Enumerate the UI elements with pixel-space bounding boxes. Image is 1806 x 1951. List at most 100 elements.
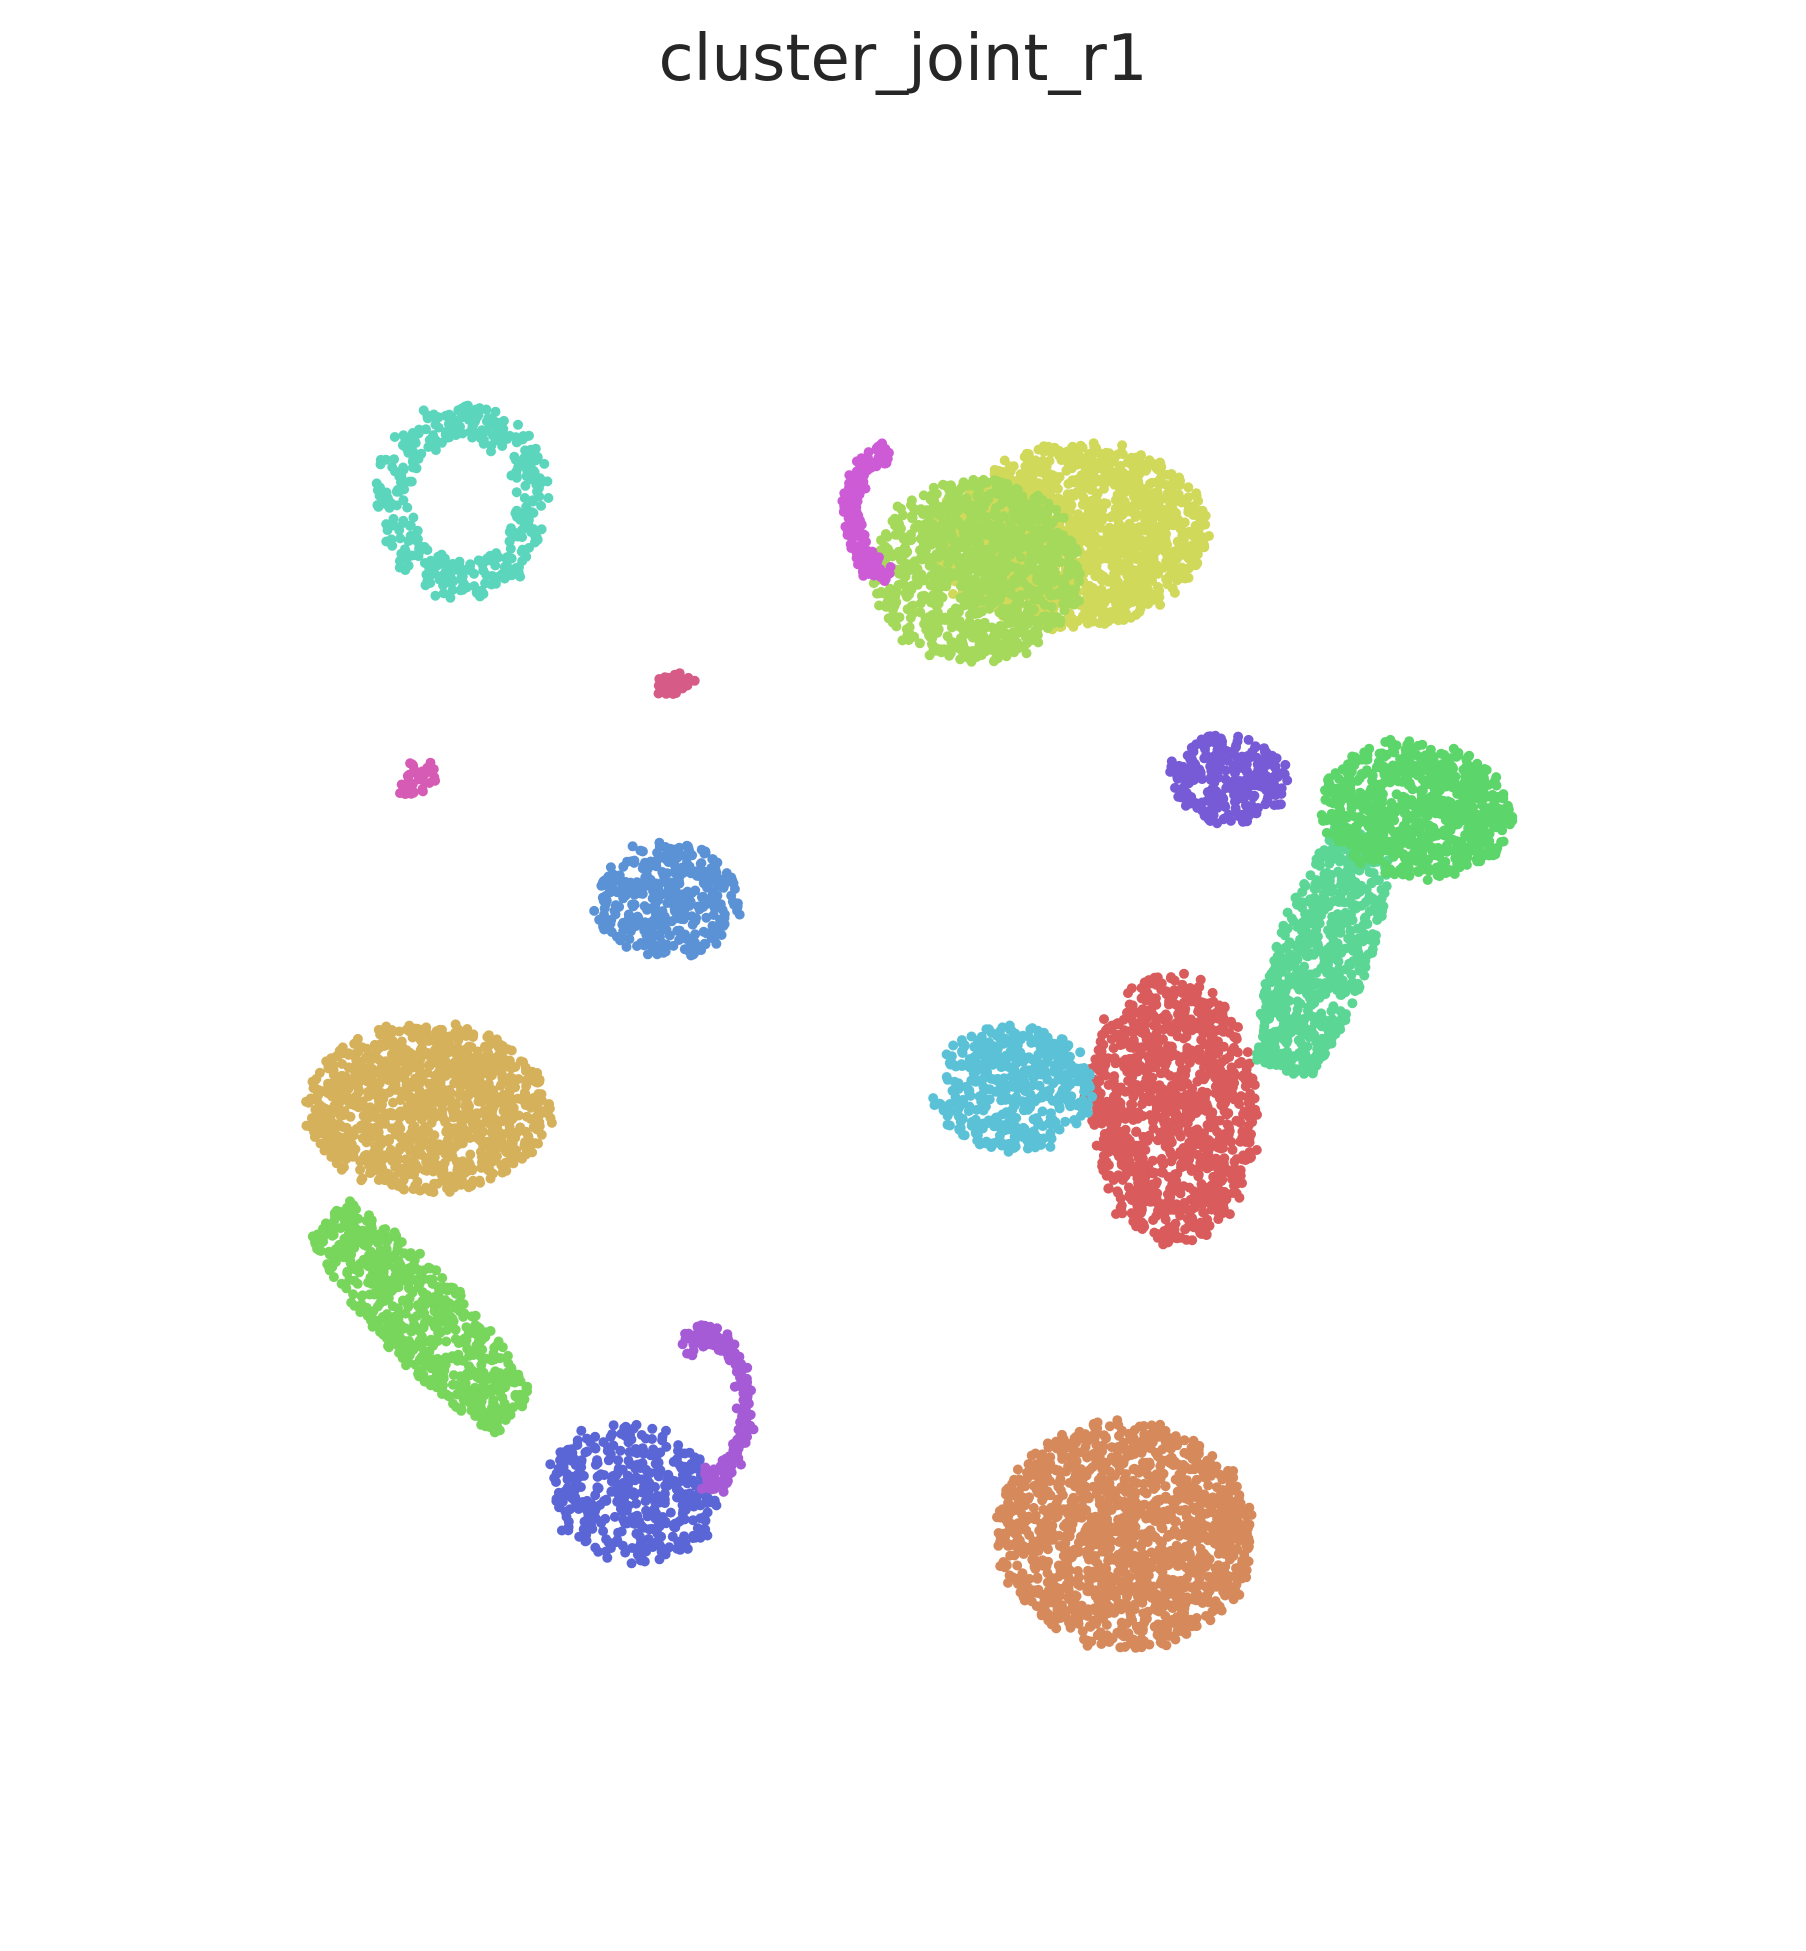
scatter-point	[1012, 1575, 1023, 1586]
scatter-point	[1267, 969, 1278, 980]
scatter-point	[1491, 780, 1502, 791]
scatter-point	[1246, 776, 1257, 787]
scatter-point	[1058, 1504, 1069, 1515]
scatter-point	[1105, 1503, 1115, 1514]
scatter-point	[1003, 1497, 1014, 1508]
scatter-point	[1356, 900, 1367, 911]
scatter-point	[1261, 785, 1272, 796]
scatter-point	[1100, 1432, 1111, 1443]
scatter-point	[1241, 766, 1252, 777]
scatter-point	[1215, 1160, 1226, 1171]
scatter-point	[1452, 819, 1463, 830]
scatter-point	[1076, 1065, 1087, 1076]
scatter-point	[1181, 1151, 1192, 1162]
scatter-point	[1132, 1066, 1143, 1077]
scatter-point	[1141, 1457, 1152, 1468]
scatter-point	[1138, 1478, 1149, 1489]
scatter-point	[1379, 888, 1390, 899]
scatter-point	[1047, 1573, 1058, 1584]
scatter-point	[1137, 1158, 1148, 1169]
scatter-point	[1115, 1202, 1126, 1213]
scatter-point	[1392, 828, 1403, 838]
scatter-point	[1133, 1170, 1144, 1181]
scatter-point	[1101, 1563, 1112, 1574]
scatter-point	[1491, 772, 1502, 783]
scatter-point	[1136, 1016, 1147, 1026]
scatter-point	[977, 1074, 988, 1085]
scatter-point	[1063, 1461, 1074, 1472]
scatter-point	[1237, 816, 1248, 827]
scatter-point	[1034, 1525, 1045, 1536]
scatter-point	[1423, 765, 1434, 776]
scatter-point	[1108, 1175, 1119, 1185]
scatter-point	[1139, 1429, 1150, 1440]
scatter-point	[1258, 990, 1269, 1001]
scatter-point	[1171, 1184, 1182, 1195]
scatter-point	[1175, 1557, 1186, 1568]
scatter-point	[1197, 1086, 1208, 1097]
scatter-point	[1311, 968, 1322, 978]
scatter-point	[1084, 1070, 1095, 1081]
scatter-point	[1214, 1576, 1225, 1587]
scatter-point	[1149, 1167, 1160, 1178]
scatter-point	[957, 1048, 968, 1058]
scatter-point	[996, 1095, 1007, 1106]
scatter-point	[1240, 1069, 1251, 1080]
scatter-point	[1227, 1020, 1238, 1031]
scatter-point	[1193, 982, 1204, 992]
scatter-point	[1184, 1100, 1195, 1111]
scatter-point	[1217, 1197, 1227, 1208]
scatter-point	[1068, 1492, 1079, 1503]
scatter-point	[1035, 1042, 1046, 1053]
scatter-point	[1441, 840, 1452, 851]
scatter-points	[301, 400, 1518, 1653]
scatter-point	[1199, 753, 1210, 764]
scatter-point	[1090, 1511, 1101, 1522]
scatter-point	[975, 1063, 986, 1074]
scatter-point	[1401, 815, 1412, 825]
scatter-point	[1045, 1141, 1056, 1152]
scatter-point	[1067, 1519, 1078, 1529]
scatter-point	[1203, 1499, 1214, 1510]
scatter-point	[1015, 1047, 1026, 1058]
scatter-point	[1207, 1532, 1218, 1543]
scatter-point	[1073, 1618, 1084, 1629]
scatter-point	[1433, 848, 1444, 859]
scatter-point	[1236, 1527, 1247, 1538]
scatter-point	[1243, 1133, 1254, 1144]
scatter-point	[1007, 1081, 1018, 1092]
scatter-point	[1112, 1415, 1123, 1426]
scatter-point	[1129, 1425, 1140, 1436]
scatter-point	[1495, 820, 1506, 831]
scatter-point	[1331, 790, 1342, 801]
scatter-point	[1214, 1469, 1225, 1480]
scatter-point	[1024, 1492, 1035, 1503]
scatter-point	[1032, 1573, 1043, 1584]
scatter-point	[1199, 1207, 1210, 1218]
scatter-point	[1372, 915, 1383, 925]
scatter-point	[1083, 1580, 1094, 1591]
scatter-point	[1219, 1499, 1229, 1510]
scatter-point	[1022, 1467, 1032, 1478]
scatter-point	[1208, 996, 1219, 1007]
scatter-point	[1019, 1595, 1030, 1606]
scatter-point	[1192, 1076, 1203, 1087]
scatter-point	[1223, 1108, 1234, 1119]
scatter-point	[1198, 1472, 1209, 1483]
scatter-point	[1345, 926, 1356, 936]
scatter-point	[1232, 1047, 1243, 1058]
scatter-point	[1276, 957, 1287, 968]
scatter-point	[1141, 1580, 1152, 1591]
scatter-point	[952, 1099, 963, 1110]
scatter-point	[1160, 1214, 1171, 1225]
scatter-point	[1184, 992, 1195, 1003]
scatter-point	[1115, 1642, 1126, 1653]
scatter-point	[1242, 1047, 1253, 1058]
scatter-point	[1234, 1099, 1245, 1109]
scatter-point	[1353, 978, 1364, 989]
scatter-point	[1137, 1111, 1148, 1121]
scatter-point	[1171, 1495, 1182, 1506]
scatter-point	[1319, 892, 1330, 903]
scatter-point	[1194, 1591, 1205, 1602]
